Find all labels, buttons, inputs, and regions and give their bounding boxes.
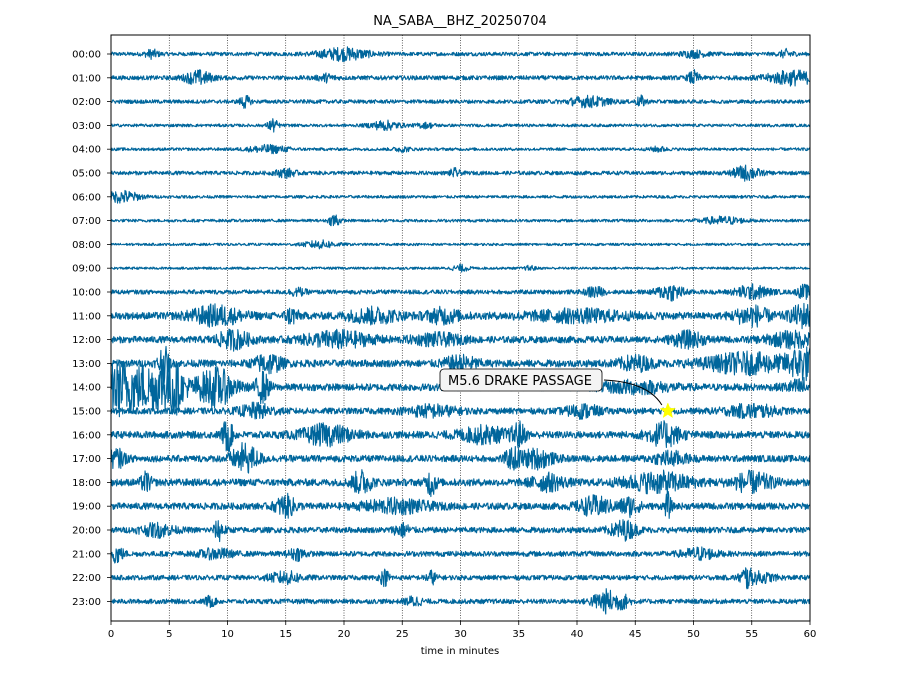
event-star-marker [659,402,677,419]
x-tick-label: 15 [279,629,292,640]
x-axis: 0 5 10 15 20 25 30 35 40 45 50 55 60 [108,621,817,640]
trace-0700 [110,214,811,227]
hour-label: 04:00 [72,145,101,156]
trace-1900 [110,490,811,519]
trace-1200 [110,328,811,352]
hour-label: 16:00 [72,430,101,441]
hour-labels: 00:00 01:00 02:00 03:00 04:00 05:00 06:00 07:00… [72,50,111,608]
trace-2200 [110,567,811,590]
hour-label: 10:00 [72,288,101,299]
trace-0800 [110,239,811,250]
annotation-layer: M5.6 DRAKE PASSAGE [439,368,677,419]
trace-1700 [110,442,811,474]
plot-frame [110,34,811,622]
hour-label: 01:00 [72,73,101,84]
hour-label: 12:00 [72,335,101,346]
x-tick-label: 55 [745,629,758,640]
hour-label: 22:00 [72,573,101,584]
trace-2100 [110,546,811,564]
hour-label: 23:00 [72,597,101,608]
x-axis-label: time in minutes [421,646,500,657]
hour-label: 07:00 [72,216,101,227]
trace-1300 [110,345,811,385]
hour-label: 14:00 [72,383,101,394]
x-tick-label: 35 [512,629,525,640]
x-tick-label: 25 [396,629,409,640]
x-tick-label: 45 [629,629,642,640]
hour-label: 19:00 [72,502,101,513]
hour-label: 11:00 [72,311,101,322]
x-tick-label: 10 [221,629,234,640]
trace-layer [110,46,811,615]
hour-label: 03:00 [72,121,101,132]
trace-1000 [110,283,811,302]
trace-1600 [110,420,811,452]
hour-label: 21:00 [72,549,101,560]
vertical-grid [168,35,753,621]
hour-label: 15:00 [72,407,101,418]
trace-0200 [110,94,811,109]
hour-label: 08:00 [72,240,101,251]
annotation-box [439,368,603,392]
hour-label: 06:00 [72,192,101,203]
trace-0900 [110,263,811,273]
trace-0500 [110,164,811,182]
trace-2000 [110,519,811,543]
annotation-arrow [603,379,663,406]
x-tick-label: 50 [687,629,700,640]
hour-label: 05:00 [72,169,101,180]
chart-title: NA_SABA__BHZ_20250704 [373,14,547,29]
hour-label: 20:00 [72,526,101,537]
trace-1500 [110,401,811,420]
trace-1100 [110,302,811,330]
hour-label: 13:00 [72,359,101,370]
x-tick-label: 5 [166,629,172,640]
trace-0000 [110,46,811,63]
x-tick-label: 60 [804,629,817,640]
x-tick-label: 20 [338,629,351,640]
x-tick-label: 40 [571,629,584,640]
hour-label: 00:00 [72,50,101,61]
trace-0600 [110,189,811,204]
hour-label: 17:00 [72,454,101,465]
trace-0300 [110,118,811,133]
trace-1800 [110,469,811,498]
trace-2300 [110,588,811,615]
trace-0100 [110,69,811,87]
annotation-label: M5.6 DRAKE PASSAGE [448,374,592,389]
x-tick-label: 0 [108,629,114,640]
hour-label: 02:00 [72,97,101,108]
hour-label: 09:00 [72,264,101,275]
x-tick-label: 30 [454,629,467,640]
hour-label: 18:00 [72,478,101,489]
trace-0400 [110,143,811,155]
